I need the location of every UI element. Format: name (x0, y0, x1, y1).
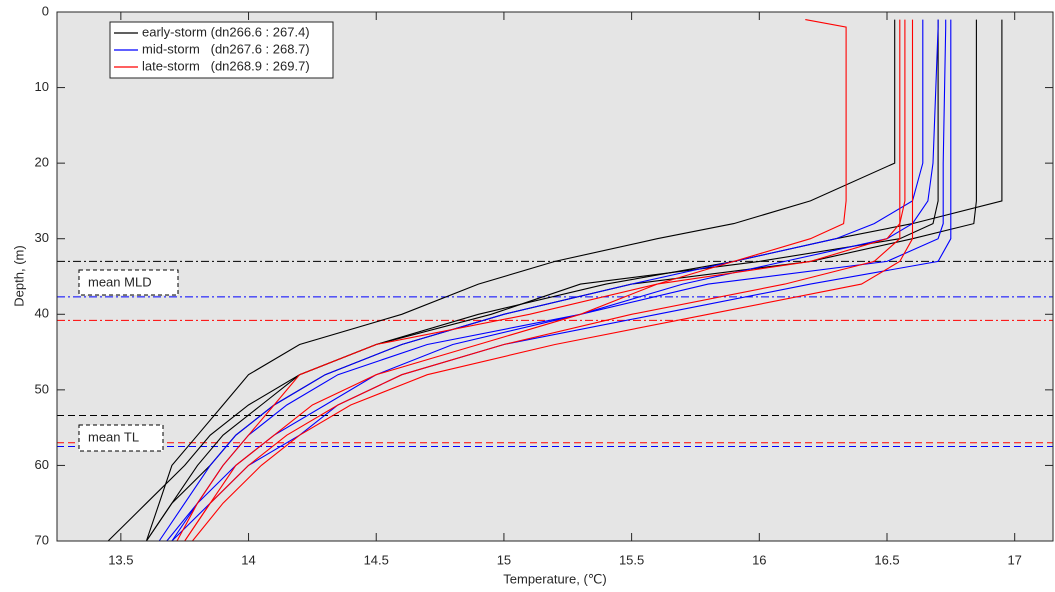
x-tick-label: 13.5 (108, 552, 133, 567)
x-tick-label: 16.5 (874, 552, 899, 567)
profile-line (184, 19, 847, 542)
y-tick-label: 50 (35, 381, 49, 396)
profile-line (191, 19, 914, 542)
x-tick-label: 16 (752, 552, 766, 567)
profile-line (184, 19, 901, 542)
x-tick-label: 14.5 (364, 552, 389, 567)
y-tick-label: 20 (35, 155, 49, 170)
y-tick-label: 70 (35, 532, 49, 547)
y-tick-label: 60 (35, 457, 49, 472)
traces (57, 19, 1053, 542)
profile-line (176, 19, 906, 542)
x-tick-label: 14 (241, 552, 255, 567)
profile-line (158, 19, 924, 542)
annotation-box (78, 424, 164, 452)
x-tick-label: 15.5 (619, 552, 644, 567)
y-tick-label: 0 (42, 3, 49, 18)
x-tick-label: 17 (1007, 552, 1021, 567)
profile-line (171, 19, 952, 542)
annotation: mean TL (88, 429, 139, 444)
profile-line (107, 19, 1003, 542)
legend-label: late-storm (dn268.9 : 269.7) (142, 58, 310, 73)
axes-box (56, 11, 1054, 542)
profile-line (145, 19, 896, 542)
y-tick-label: 40 (35, 306, 49, 321)
legend (109, 21, 334, 79)
plot-area (57, 12, 1053, 541)
y-tick-label: 10 (35, 79, 49, 94)
annotation: mean MLD (88, 274, 152, 289)
legend-label: early-storm (dn266.6 : 267.4) (142, 24, 310, 39)
x-tick-label: 15 (497, 552, 511, 567)
annotation-box (78, 269, 179, 296)
y-axis-label: Depth, (m) (11, 245, 26, 306)
legend-label: mid-storm (dn267.6 : 268.7) (142, 41, 310, 56)
y-tick-label: 30 (35, 230, 49, 245)
x-axis-label: Temperature, (℃) (503, 571, 606, 586)
profile-line (145, 19, 939, 542)
